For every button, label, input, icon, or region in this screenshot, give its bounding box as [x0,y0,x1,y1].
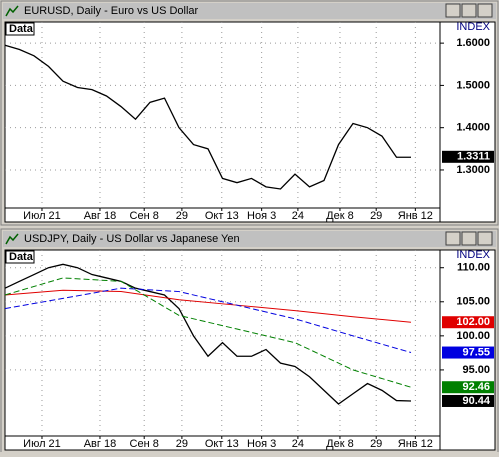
x-tick-label: Янв 12 [398,210,433,222]
x-tick-label: 29 [370,438,382,450]
window-title: EURUSD, Daily - Euro vs US Dollar [24,5,199,17]
x-tick-label: Сен 8 [130,210,159,222]
x-tick-label: Авг 18 [84,210,116,222]
window-max-button[interactable] [461,3,477,18]
last-price-label: 1.3311 [457,151,490,163]
x-tick-label: Авг 18 [84,438,116,450]
window-title: USDJPY, Daily - US Dollar vs Japanese Ye… [24,233,240,245]
x-tick-label: Сен 8 [130,438,159,450]
axis-label: INDEX [456,21,490,33]
x-tick-label: 29 [370,210,382,222]
window-close-button[interactable] [477,231,493,246]
last-price-label: 97.55 [462,346,490,358]
price-line [4,287,412,354]
last-price-box [442,346,494,359]
y-tick-label: 1.4000 [456,122,490,134]
legend-box [5,250,35,264]
x-tick-label: 29 [176,438,188,450]
title-bar [3,3,496,19]
x-tick-label: Июл 21 [23,210,61,222]
x-tick-label: Янв 12 [398,438,433,450]
y-tick-label: 1.5000 [456,79,490,91]
x-tick-label: Дек 8 [326,438,354,450]
y-tick-label: 105.00 [456,296,490,308]
last-price-box [442,316,494,329]
x-tick-label: Дек 8 [326,210,354,222]
x-tick-label: Окт 13 [205,438,239,450]
time-axis [4,435,441,451]
legend-box [5,22,35,36]
window-min-button[interactable] [445,3,461,18]
time-axis [4,207,441,223]
axis-label: INDEX [456,249,490,261]
y-tick-label: 95.00 [462,364,490,376]
y-tick-label: 1.6000 [456,37,490,49]
last-price-box [442,381,494,394]
y-tick-label: 1.3000 [456,164,490,176]
price-line [4,263,412,405]
x-tick-label: Ноя 3 [247,438,276,450]
title-bar [3,231,496,247]
y-tick-label: 110.00 [457,262,490,274]
legend-label: Data [9,251,34,263]
x-tick-label: Ноя 3 [247,210,276,222]
window-close-button[interactable] [477,3,493,18]
x-tick-label: 24 [292,210,304,222]
window-min-button[interactable] [445,231,461,246]
x-tick-label: 24 [292,438,304,450]
last-price-label: 92.46 [462,381,490,393]
y-tick-label: 100.00 [456,330,490,342]
x-tick-label: Июл 21 [23,438,61,450]
window-icon [5,5,19,17]
last-price-label: 102.00 [456,316,490,328]
legend-label: Data [9,23,34,35]
price-line [4,44,411,190]
price-axis [439,21,496,223]
x-tick-label: 29 [176,210,188,222]
x-tick-label: Окт 13 [205,210,239,222]
window-max-button[interactable] [461,231,477,246]
last-price-box [442,150,494,163]
last-price-label: 90.44 [462,395,490,407]
window-icon [5,233,19,245]
last-price-box [442,394,494,407]
plot-area [4,21,441,209]
price-line [4,289,412,323]
